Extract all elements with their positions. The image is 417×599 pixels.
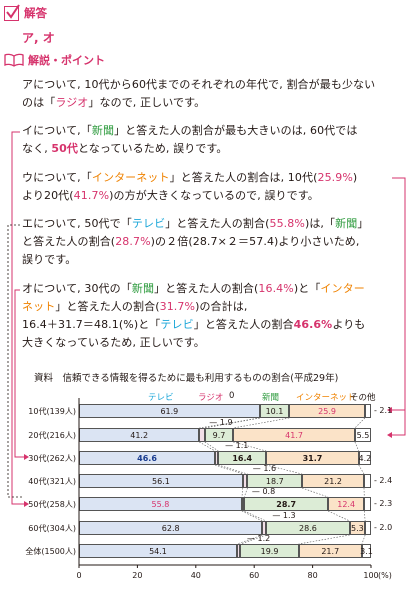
category-label: 60代(304人) bbox=[28, 524, 76, 533]
bar-segment-news: 18.7 bbox=[247, 474, 303, 488]
chart-title: 資料 信頼できる情報を得るために最も利用するものの割合(平成29年) bbox=[34, 373, 339, 384]
bar-segment-news: 9.7 bbox=[204, 428, 234, 442]
bar-segment-net: 12.4 bbox=[328, 497, 365, 511]
bar-segment-radio bbox=[215, 451, 219, 465]
bar-segment-radio bbox=[199, 428, 205, 442]
segment-connector bbox=[354, 417, 366, 429]
bar-segment-net: 5.3 bbox=[349, 521, 366, 535]
answer-heading: 解答 bbox=[4, 3, 47, 21]
open-book-icon bbox=[4, 53, 24, 67]
checkmark-icon bbox=[4, 3, 20, 21]
x-tick-label: 100 bbox=[363, 571, 379, 580]
explanation-e: エについて, 50代で「テレビ」と答えた人の割合(55.8%)は,「新聞」 と答… bbox=[22, 217, 369, 266]
segment-connector bbox=[244, 510, 267, 522]
radio-value-label: — 1.1 bbox=[225, 441, 249, 450]
radio-value-label: — 1.9 bbox=[209, 418, 233, 427]
segment-connector bbox=[214, 464, 243, 475]
bar-segment-tv: 55.8 bbox=[79, 497, 242, 511]
bar-segment-other bbox=[364, 404, 371, 418]
category-label: 全体(1500人) bbox=[25, 547, 76, 556]
other-value-label: - 2.0 bbox=[374, 523, 393, 532]
bar-segment-tv: 56.1 bbox=[79, 474, 243, 488]
explanation-heading-text: 解説・ポイント bbox=[28, 54, 105, 67]
category-label: 50代(258人) bbox=[28, 500, 76, 509]
legend-net: インターネット bbox=[296, 393, 356, 403]
bar-segment-news: 28.6 bbox=[266, 521, 350, 535]
bar-segment-news: 10.1 bbox=[259, 404, 290, 418]
segment-connector bbox=[241, 510, 263, 522]
bar-segment-radio bbox=[262, 521, 267, 535]
bar-segment-net: 41.7 bbox=[233, 428, 355, 442]
segment-connector bbox=[218, 464, 248, 475]
legend-news: 新聞 bbox=[262, 393, 280, 403]
x-tick-label: 60 bbox=[249, 571, 260, 580]
category-label: 20代(216人) bbox=[28, 431, 76, 440]
segment-connector bbox=[301, 487, 329, 498]
bar-segment-radio bbox=[242, 474, 248, 488]
bar-segment-radio bbox=[241, 497, 245, 511]
legend-other: その他 bbox=[350, 393, 376, 403]
bar-segment-news: 28.7 bbox=[244, 497, 329, 511]
segment-connector bbox=[363, 510, 366, 522]
bar-segment-other: 3.1 bbox=[360, 544, 373, 558]
segment-connector bbox=[243, 487, 248, 498]
bar-segment-other: 5.5 bbox=[354, 428, 371, 442]
answer-value: ア, オ bbox=[22, 31, 55, 45]
bar-segment-net: 21.2 bbox=[302, 474, 364, 488]
segment-connector bbox=[241, 487, 244, 498]
explanation-i: イについて,「新聞」と答えた人の割合が最も大きいのは, 60代では なく, 50… bbox=[22, 124, 358, 155]
explanation-o: オについて, 30代の「新聞」と答えた人の割合(16.4%)と「インター ネット… bbox=[22, 282, 366, 349]
bar-segment-net: 21.7 bbox=[298, 544, 362, 558]
category-label: 40代(321人) bbox=[28, 477, 76, 486]
bar-segment-tv: 61.9 bbox=[79, 404, 260, 418]
segment-connector bbox=[199, 441, 216, 452]
bar-segment-tv: 54.1 bbox=[79, 544, 237, 558]
arrow-icon bbox=[387, 432, 392, 438]
segment-connector bbox=[327, 510, 350, 522]
answer-heading-text: 解答 bbox=[24, 6, 47, 20]
other-value-label: - 2.4 bbox=[374, 476, 393, 485]
other-value-label: - 2.3 bbox=[374, 499, 393, 508]
bar-segment-tv: 41.2 bbox=[79, 428, 200, 442]
segment-connector bbox=[298, 534, 350, 545]
x-tick-label: 20 bbox=[132, 571, 143, 580]
bar-segment-news: 19.9 bbox=[240, 544, 299, 558]
bar-segment-news: 16.4 bbox=[218, 451, 267, 465]
x-axis-unit: (%) bbox=[378, 571, 392, 580]
other-value-label: - 2.1 bbox=[374, 406, 393, 415]
bar-segment-other: 4.2 bbox=[359, 451, 371, 465]
legend-tv: テレビ bbox=[148, 393, 174, 403]
radio-value-label: — 1.2 bbox=[246, 534, 271, 543]
category-label: 10代(139人) bbox=[28, 407, 76, 416]
segment-connector bbox=[361, 534, 366, 545]
segment-connector bbox=[204, 441, 219, 452]
segment-connector bbox=[354, 441, 360, 452]
legend-radio-zero: 0 bbox=[229, 391, 235, 401]
x-tick-label: 0 bbox=[76, 571, 82, 580]
bar-segment-other bbox=[364, 497, 371, 511]
radio-value-label: — 1.6 bbox=[252, 464, 277, 473]
bar-segment-radio bbox=[236, 544, 241, 558]
explanation-heading: 解説・ポイント bbox=[4, 52, 105, 68]
x-tick-label: 80 bbox=[307, 571, 318, 580]
bar-segment-other bbox=[363, 474, 371, 488]
bar-segment-other bbox=[365, 521, 371, 535]
bar-segment-net: 31.7 bbox=[266, 451, 359, 465]
radio-value-label: — 1.3 bbox=[272, 511, 296, 520]
explanation-u: ウについて,「インターネット」と答えた人の割合は, 10代(25.9%) より2… bbox=[22, 171, 358, 202]
bar-segment-net: 25.9 bbox=[289, 404, 365, 418]
explanation-a: アについて, 10代から60代までのそれぞれの年代で, 割合が最も少ない のは「… bbox=[22, 78, 376, 109]
bar-segment-tv: 62.8 bbox=[79, 521, 263, 535]
radio-value-label: — 0.8 bbox=[251, 487, 276, 496]
legend-radio: ラジオ bbox=[198, 393, 224, 403]
segment-connector bbox=[233, 417, 290, 429]
x-tick-label: 40 bbox=[190, 571, 201, 580]
bar-segment-tv: 46.6 bbox=[79, 451, 216, 465]
segment-connector bbox=[358, 464, 365, 475]
category-label: 30代(262人) bbox=[28, 454, 76, 463]
